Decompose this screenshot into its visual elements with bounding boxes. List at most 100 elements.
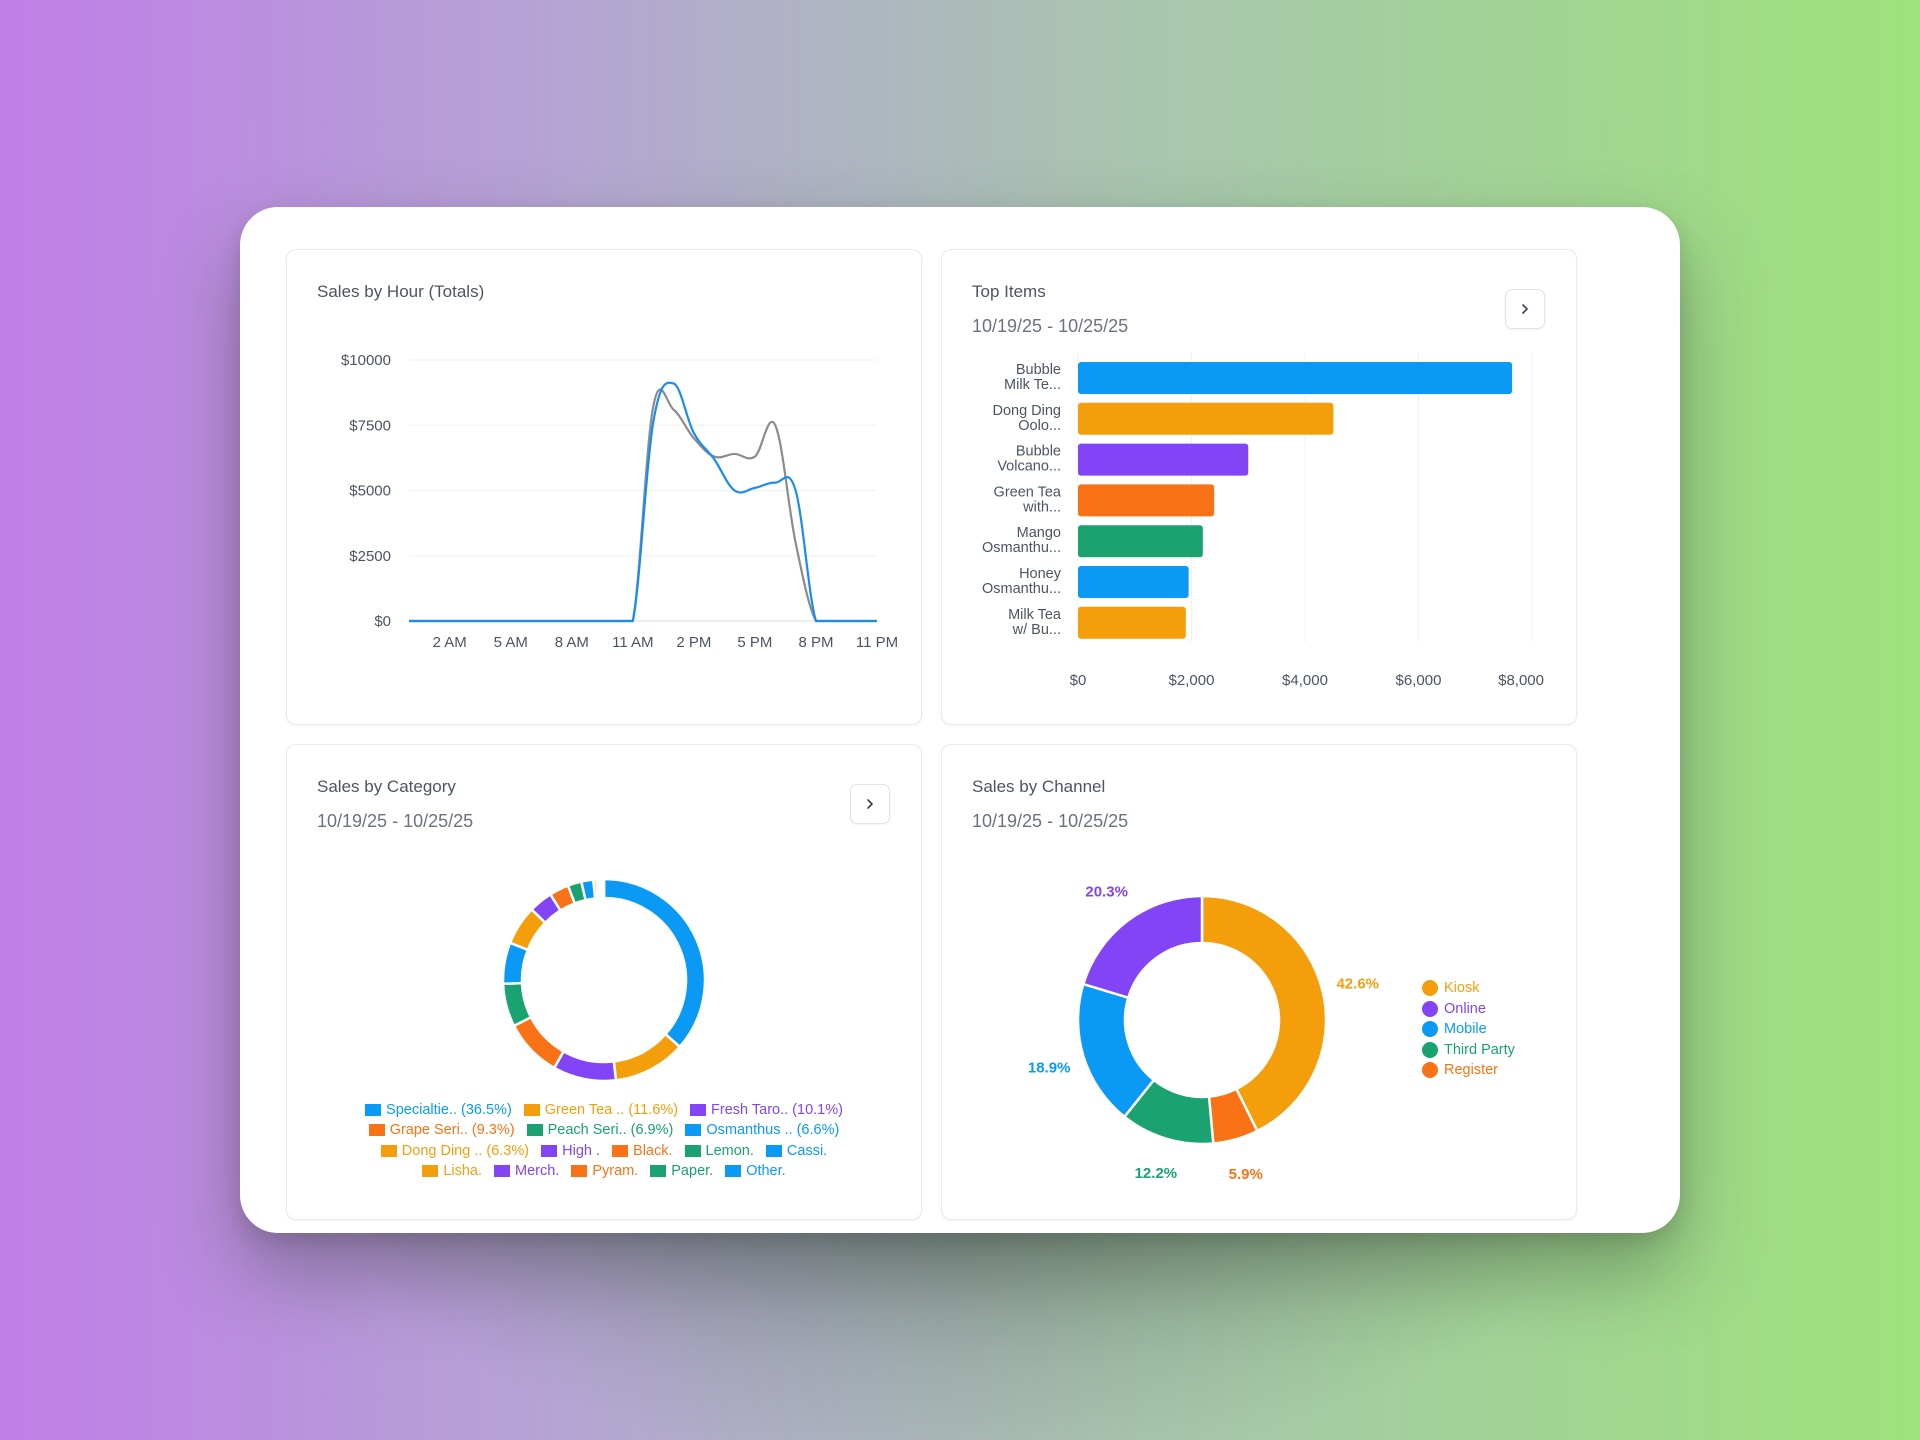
legend-swatch: [541, 1144, 558, 1157]
slice-value-label: 42.6%: [1336, 975, 1379, 992]
legend-label: Dong Ding .. (6.3%): [401, 1142, 530, 1159]
category-label: Dong Ding: [992, 403, 1061, 419]
donut-slice: [1081, 894, 1204, 1000]
legend-swatch: [494, 1164, 511, 1177]
bar: [1078, 362, 1513, 394]
legend-item[interactable]: Dong Ding .. (6.3%): [380, 1142, 530, 1159]
legend-label: Specialtie.. (36.5%): [386, 1102, 512, 1118]
legend-label: Green Tea .. (11.6%): [544, 1102, 679, 1118]
category-label: Bubble: [1016, 444, 1061, 460]
legend-label: Online: [1444, 1000, 1486, 1017]
donut-slice: [1200, 894, 1328, 1133]
legend-swatch: [422, 1164, 439, 1177]
slice-value-label: 5.9%: [1229, 1166, 1263, 1183]
category-label: Osmanthu...: [982, 581, 1061, 597]
chevron-right-icon: [867, 799, 873, 809]
legend-item[interactable]: Paper.: [650, 1163, 713, 1179]
legend-row: Lisha. Merch. Pyram. Paper. Other.: [287, 1163, 921, 1179]
legend-swatch: [650, 1164, 667, 1177]
donut-slice: [552, 1049, 618, 1083]
donut-slice: [612, 1032, 682, 1082]
x-tick-label: 11 PM: [856, 634, 898, 651]
x-tick-label: 5 AM: [494, 634, 528, 651]
legend-item[interactable]: Other.: [725, 1163, 786, 1179]
x-tick-label: $4,000: [1282, 672, 1328, 689]
card-title: Sales by Hour (Totals): [317, 282, 485, 301]
legend-swatch: [765, 1144, 782, 1157]
legend-item[interactable]: Lisha.: [422, 1163, 482, 1179]
legend-item[interactable]: Mobile: [1422, 1019, 1515, 1040]
legend-swatch: [684, 1144, 701, 1157]
legend-item[interactable]: Black.: [612, 1143, 673, 1159]
legend-item[interactable]: Pyram.: [571, 1163, 638, 1179]
legend-label: Third Party: [1444, 1041, 1515, 1058]
legend-item[interactable]: Fresh Taro.. (10.1%): [690, 1102, 843, 1118]
category-label: Milk Te...: [1004, 377, 1061, 393]
bar: [1078, 443, 1249, 476]
legend-dot: [1422, 1041, 1438, 1058]
legend-item[interactable]: Grape Seri.. (9.3%): [368, 1122, 515, 1139]
legend-item[interactable]: Merch.: [494, 1163, 559, 1179]
legend-item[interactable]: Register: [1422, 1060, 1515, 1081]
slice-value-label: 12.2%: [1135, 1165, 1178, 1182]
bar: [1078, 566, 1189, 598]
x-tick-label: $8,000: [1498, 672, 1544, 689]
legend-item[interactable]: Specialtie.. (36.5%): [365, 1102, 512, 1118]
y-tick-label: $7500: [349, 417, 391, 434]
legend-swatch: [690, 1104, 707, 1116]
category-label: with...: [1022, 499, 1061, 515]
donut-slice: [601, 877, 606, 900]
category-label: w/ Bu...: [1012, 622, 1061, 638]
legend-row: Grape Seri.. (9.3%) Peach Seri.. (6.9%) Os…: [287, 1122, 921, 1138]
legend-swatch: [523, 1104, 540, 1116]
legend-swatch: [365, 1104, 382, 1116]
x-tick-label: 8 AM: [555, 634, 589, 651]
x-tick-label: 5 PM: [737, 634, 772, 651]
legend-label: Grape Seri.. (9.3%): [389, 1122, 515, 1139]
category-label: Mango: [1017, 525, 1061, 541]
legend-label: High .: [562, 1142, 601, 1159]
legend-item[interactable]: Osmanthus .. (6.6%): [685, 1122, 839, 1138]
legend-item[interactable]: Third Party: [1422, 1040, 1515, 1061]
date-range: 10/19/25 - 10/25/25: [972, 316, 1129, 336]
legend-swatch: [368, 1124, 385, 1137]
category-label: Volcano...: [997, 459, 1061, 475]
legend-label: Cassi.: [786, 1142, 828, 1159]
donut-slice: [512, 1015, 566, 1070]
series-line: [408, 381, 877, 623]
dashboard-window: Sales by Hour (Totals) $0 $2500 $5000 $7500…: [240, 207, 1680, 1233]
donut-slice: [602, 877, 707, 1049]
top-items-expand-button[interactable]: [1505, 289, 1545, 329]
x-tick-label: $6,000: [1396, 672, 1442, 689]
sales-by-channel-chart: 42.6% 5.9% 12.2% 18.9% 20.3%: [1028, 884, 1379, 1183]
legend-item[interactable]: Kiosk: [1422, 978, 1515, 999]
sales-by-category-card: Sales by Category 10/19/25 - 10/25/25 Sp…: [286, 744, 922, 1220]
legend-label: Pyram.: [592, 1162, 639, 1179]
y-tick-label: $2500: [349, 548, 391, 565]
category-label: Oolo...: [1018, 418, 1061, 434]
bar: [1078, 484, 1215, 517]
legend-label: Peach Seri.. (6.9%): [547, 1122, 674, 1139]
sales-by-channel-card: Sales by Channel 10/19/25 - 10/25/25 42.…: [941, 744, 1577, 1220]
x-tick-label: $2,000: [1169, 672, 1215, 689]
legend-item[interactable]: Green Tea .. (11.6%): [523, 1102, 679, 1118]
category-label: Milk Tea: [1008, 607, 1062, 623]
date-range: 10/19/25 - 10/25/25: [317, 811, 474, 831]
legend-item[interactable]: Lemon.: [684, 1142, 754, 1159]
legend-item[interactable]: Online: [1422, 999, 1515, 1020]
bar: [1078, 402, 1334, 435]
legend-item[interactable]: High .: [541, 1143, 600, 1159]
x-tick-label: 8 PM: [798, 634, 833, 651]
legend-item[interactable]: Cassi.: [765, 1142, 828, 1159]
legend-item[interactable]: Peach Seri.. (6.9%): [526, 1122, 674, 1139]
card-title: Top Items: [972, 282, 1046, 301]
slice-value-label: 18.9%: [1028, 1059, 1071, 1076]
legend-dot: [1422, 980, 1438, 997]
sales-by-hour-chart: $0 $2500 $5000 $7500 $10000 2 AM 5 AM 8 AM 11 AM…: [341, 352, 898, 651]
card-title: Sales by Category: [317, 777, 456, 796]
legend-label: Lemon.: [705, 1142, 754, 1159]
sales-by-hour-card: Sales by Hour (Totals) $0 $2500 $5000 $7500…: [286, 249, 922, 725]
category-expand-button[interactable]: [850, 784, 890, 824]
legend-label: Paper.: [671, 1162, 714, 1179]
